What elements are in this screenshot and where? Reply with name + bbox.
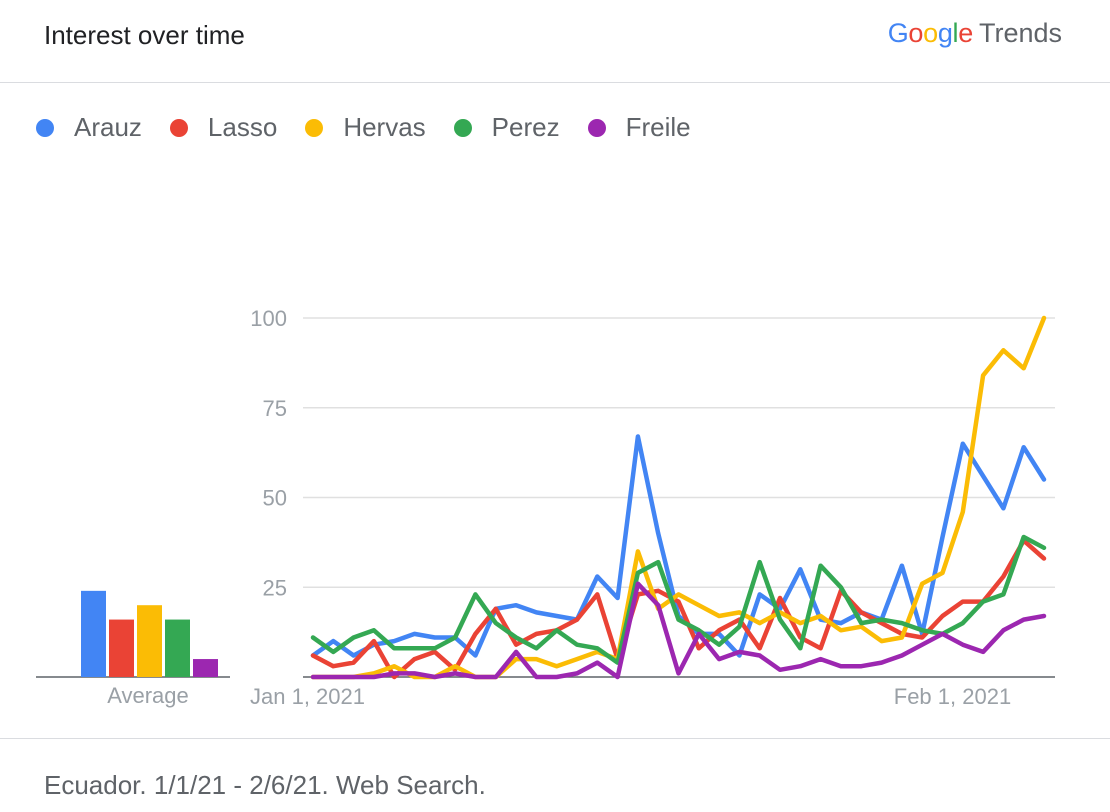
legend-item-hervas[interactable]: Hervas [305, 112, 426, 143]
footer-caption: Ecuador. 1/1/21 - 2/6/21. Web Search. [44, 770, 486, 800]
average-bar-freile [193, 659, 218, 677]
series-line-freile [310, 581, 1047, 680]
footer-divider [0, 738, 1110, 739]
legend-dot-icon [169, 118, 188, 137]
average-bar-perez [165, 619, 190, 677]
legend-label: Hervas [343, 112, 426, 142]
legend-item-freile[interactable]: Freile [587, 112, 691, 143]
legend-label: Freile [625, 112, 691, 142]
average-bar-arauz [81, 590, 106, 677]
legend-dot-icon [453, 118, 472, 137]
interest-over-time-chart: 25 50 75 100 Average Jan 1, 2021 Feb 1, 2021 [36, 306, 1055, 709]
legend-dot-icon [36, 118, 54, 137]
x-tick-label: Feb 1, 2021 [894, 684, 1011, 709]
average-bar-lasso [109, 619, 134, 677]
chart-header: Interest over time Google Trends [0, 0, 1110, 83]
trends-wordmark: Trends [978, 18, 1062, 48]
logo-letter: o [923, 18, 938, 48]
legend: Arauz Lasso Hervas Perez Freile [36, 112, 719, 143]
chart-title: Interest over time [44, 20, 245, 50]
legend-dot-icon [587, 118, 606, 137]
legend-dot-icon [305, 118, 324, 137]
legend-label: Perez [491, 112, 560, 142]
legend-item-arauz[interactable]: Arauz [36, 112, 142, 143]
y-tick-label: 50 [263, 486, 287, 511]
google-wordmark: Google [887, 18, 974, 48]
y-tick-label: 25 [263, 575, 287, 600]
legend-label: Arauz [74, 112, 142, 142]
series-line-lasso [310, 538, 1047, 680]
average-bar-hervas [137, 605, 162, 677]
legend-label: Lasso [207, 112, 278, 142]
legend-item-lasso[interactable]: Lasso [169, 112, 278, 143]
x-tick-label: Jan 1, 2021 [250, 684, 365, 709]
y-tick-label: 100 [250, 306, 287, 331]
logo-letter: g [937, 18, 953, 48]
series-line-perez [310, 534, 1047, 665]
google-trends-logo[interactable]: Google Trends [888, 18, 1062, 49]
legend-item-perez[interactable]: Perez [453, 112, 560, 143]
logo-letter: e [958, 18, 973, 48]
average-label: Average [107, 683, 189, 708]
y-tick-label: 75 [263, 396, 287, 421]
logo-letter: o [908, 18, 924, 48]
logo-letter: l [952, 18, 959, 48]
logo-letter: G [887, 18, 909, 48]
